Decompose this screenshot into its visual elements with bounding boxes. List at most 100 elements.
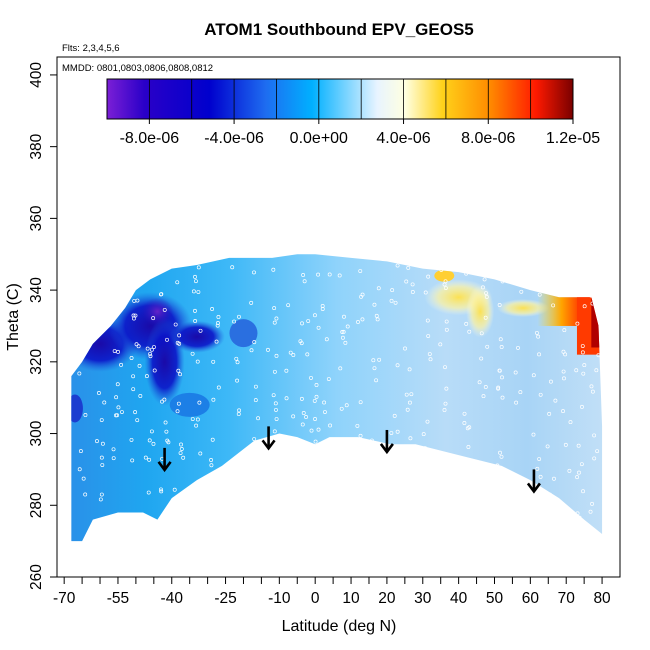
sample-dot xyxy=(237,408,242,413)
sample-dot xyxy=(249,300,254,305)
min-pv-center xyxy=(141,297,174,326)
sample-dot xyxy=(323,410,327,414)
sample-dot xyxy=(252,437,257,441)
y-tick-label: 260 xyxy=(28,564,45,590)
sample-dot xyxy=(163,420,168,425)
sample-dot xyxy=(193,279,198,284)
sample-dot xyxy=(215,323,220,328)
sample-dot xyxy=(179,447,184,451)
sample-dot xyxy=(410,282,415,287)
sample-dot xyxy=(428,357,433,362)
sample-dot xyxy=(271,393,276,398)
sample-dot xyxy=(500,375,504,380)
sample-dot xyxy=(582,363,587,368)
sample-dot xyxy=(236,412,241,416)
sample-dot xyxy=(196,290,201,294)
sample-dot xyxy=(119,362,124,367)
sample-dot xyxy=(159,489,164,494)
sample-dot xyxy=(230,265,235,270)
sample-dot xyxy=(254,447,259,451)
sample-dot xyxy=(286,482,290,487)
max-pv-column xyxy=(591,297,603,348)
sample-dot xyxy=(232,490,237,495)
negative-pv-patch xyxy=(229,319,258,348)
sample-dot xyxy=(210,481,215,486)
sample-dot xyxy=(404,279,409,284)
sample-dot xyxy=(100,441,105,446)
sample-dot xyxy=(594,368,599,373)
sample-dot xyxy=(252,270,256,275)
sample-dot xyxy=(409,392,414,397)
sample-dot xyxy=(313,484,317,489)
sample-dot xyxy=(360,514,365,519)
sample-dot xyxy=(209,463,214,468)
sample-dot xyxy=(568,420,573,425)
sample-dot xyxy=(477,380,482,385)
chart-title: ATOM1 Southbound EPV_GEOS5 xyxy=(204,20,474,39)
sample-dot xyxy=(172,487,177,492)
sample-dot xyxy=(531,432,536,437)
sample-dot xyxy=(111,447,116,452)
sample-dot xyxy=(581,371,586,376)
sample-dot xyxy=(405,451,410,456)
x-tick-label: -40 xyxy=(161,590,184,607)
sample-dot xyxy=(405,407,410,412)
sample-dot xyxy=(461,499,466,504)
sample-dot xyxy=(477,270,482,275)
colorbar-frame xyxy=(106,78,574,120)
sample-dot xyxy=(99,492,104,497)
x-axis-title: Latitude (deg N) xyxy=(282,618,397,635)
sample-dot xyxy=(576,443,581,448)
sample-dot xyxy=(78,449,83,454)
sample-dot xyxy=(96,390,101,395)
sample-dot xyxy=(426,334,431,339)
sample-dot xyxy=(483,385,488,389)
sample-dot xyxy=(112,349,117,353)
sample-dot xyxy=(545,444,550,449)
sample-dot xyxy=(592,433,597,438)
sample-dot xyxy=(377,357,382,362)
sample-dot xyxy=(134,342,139,347)
sample-dot xyxy=(98,302,103,307)
sample-dot xyxy=(272,369,277,374)
sample-dot xyxy=(441,498,446,503)
sample-dot xyxy=(549,379,553,384)
sample-dot xyxy=(438,342,443,347)
sample-dot xyxy=(408,436,413,441)
sample-dot xyxy=(320,307,325,311)
sample-dot xyxy=(327,272,332,277)
sample-dot xyxy=(216,469,221,474)
sample-dot xyxy=(443,279,448,284)
sample-dot xyxy=(256,416,261,421)
sample-dot xyxy=(516,345,520,350)
sample-dot xyxy=(356,486,360,490)
sample-dot xyxy=(503,478,508,483)
sample-dot xyxy=(581,489,585,494)
colorbar-ramp xyxy=(107,79,573,119)
sample-dot xyxy=(237,314,241,319)
sample-dot xyxy=(190,417,195,421)
sample-dot xyxy=(553,398,558,403)
sample-dot xyxy=(376,494,381,499)
sample-dot xyxy=(305,352,310,357)
sample-dot xyxy=(83,492,88,497)
sample-dot xyxy=(166,440,171,445)
colorbar: -8.0e-06 -4.0e-06 0.0e+00 4.0e-06 8.0e-06 1.2… xyxy=(106,78,600,147)
sample-dot xyxy=(362,516,367,521)
positive-pv-band xyxy=(497,299,550,318)
sample-dot xyxy=(130,458,135,463)
sample-dot xyxy=(481,285,485,290)
sample-dot xyxy=(216,314,221,319)
sample-dot xyxy=(216,473,221,477)
sample-dot xyxy=(563,509,568,514)
sample-dot xyxy=(133,313,138,318)
sample-dot xyxy=(253,384,258,389)
sample-dot xyxy=(291,352,296,357)
sample-dot xyxy=(410,290,415,294)
sample-dot xyxy=(531,373,536,378)
sample-dot xyxy=(321,503,326,508)
sample-dot xyxy=(145,346,150,351)
sample-dot xyxy=(175,409,180,414)
sample-dot xyxy=(342,314,346,319)
